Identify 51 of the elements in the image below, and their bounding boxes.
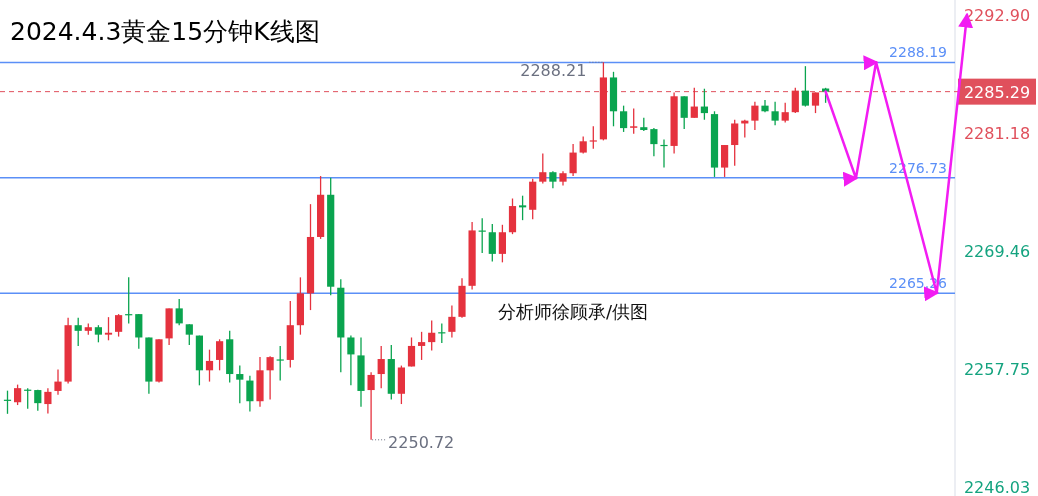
ref-line-label: 2285.29 [963, 82, 1031, 102]
candlestick [104, 316, 113, 341]
y-tick-label: 2281.18 [963, 124, 1031, 144]
candlestick [54, 368, 62, 396]
candlestick [266, 355, 274, 401]
annotation: 2288.21 [520, 61, 587, 81]
candlestick [135, 313, 143, 350]
ref-line-label: 2288.19 [889, 44, 947, 61]
candlestick [377, 345, 385, 389]
candlestick [44, 387, 52, 415]
y-tick-label: 2257.75 [963, 360, 1031, 379]
candlestick [347, 334, 355, 386]
candlestick [791, 87, 799, 114]
candlestick [680, 95, 688, 130]
candlestick [216, 338, 224, 371]
candlestick [74, 317, 82, 347]
text: 2024.4.3黄金15分钟K线图 [10, 17, 320, 46]
candlestick [185, 323, 193, 346]
candlestick [751, 101, 759, 131]
candlestick [630, 107, 638, 135]
candlestick [488, 223, 496, 263]
candlestick [367, 371, 375, 441]
candlestick [721, 144, 729, 178]
candlestick [115, 313, 123, 338]
candlestick [175, 298, 183, 326]
candlestick [276, 345, 284, 382]
y-tick-label: 2269.46 [963, 242, 1031, 262]
candlestick [569, 143, 577, 177]
candlestick [801, 65, 809, 108]
candlestick [650, 127, 658, 157]
candlestick [731, 119, 739, 167]
candlestick [539, 152, 547, 185]
candlestick [448, 304, 456, 339]
annotation: 2250.72 [388, 432, 455, 452]
annotation: 分析师徐顾承/供图 [498, 301, 649, 322]
candlestick [246, 375, 254, 413]
candlestick [418, 331, 426, 361]
candlestick [205, 349, 214, 383]
candlestick [428, 319, 436, 352]
candlestick [771, 101, 779, 126]
candlestick [407, 336, 416, 368]
candlestick [589, 125, 597, 150]
candlestick [14, 383, 22, 406]
y-tick-label: 2246.03 [963, 478, 1031, 496]
candlestick [236, 364, 244, 404]
candlestick [498, 224, 506, 263]
candlestick [811, 91, 820, 114]
candlestick [690, 87, 698, 119]
candlestick [519, 195, 527, 221]
candlestick [781, 102, 789, 124]
candlestick [620, 105, 628, 133]
